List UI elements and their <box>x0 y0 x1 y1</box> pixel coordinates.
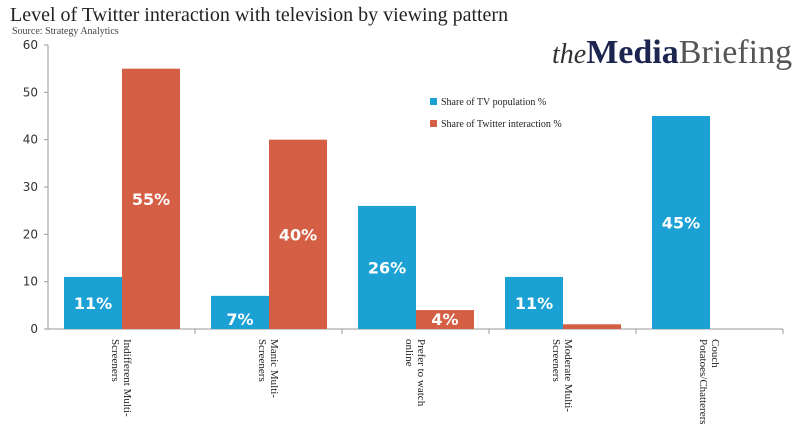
x-tick-label: CouchPotatoes/Chatterers <box>697 339 721 425</box>
y-tick-label: 40 <box>23 133 38 147</box>
bar-twitter <box>563 324 621 329</box>
data-label: 40% <box>279 225 317 244</box>
x-tick-label: Prefer to watchonline <box>403 339 427 407</box>
y-tick-label: 0 <box>30 322 38 336</box>
bar-twitter <box>269 139 327 329</box>
chart-title: Level of Twitter interaction with televi… <box>10 4 509 26</box>
y-tick-label: 50 <box>23 85 38 99</box>
legend-label: Share of Twitter interaction % <box>441 119 562 130</box>
y-tick-label: 20 <box>23 227 38 241</box>
y-tick-label: 30 <box>23 180 38 194</box>
data-label: 4% <box>431 310 458 329</box>
x-tick-label: Manic Multi-Screeners <box>256 339 280 398</box>
y-tick-label: 10 <box>23 275 38 289</box>
y-tick-label: 60 <box>23 38 38 52</box>
data-label: 55% <box>132 190 170 209</box>
bar-tv <box>211 295 269 329</box>
media-briefing-logo: theMediaBriefing <box>552 34 793 71</box>
chart-source: Source: Strategy Analytics <box>12 26 119 37</box>
x-tick-label: Moderate Multi-Screeners <box>550 339 574 412</box>
data-label: 11% <box>74 294 112 313</box>
bar-tv <box>64 276 122 329</box>
data-label: 45% <box>662 214 700 233</box>
bar-tv <box>505 276 563 329</box>
data-label: 7% <box>226 310 253 329</box>
data-label: 11% <box>515 294 553 313</box>
legend-label: Share of TV population % <box>441 97 546 108</box>
data-label: 26% <box>368 258 406 277</box>
bar-tv <box>652 116 710 329</box>
legend-swatch <box>430 98 437 105</box>
bar-twitter <box>122 68 180 330</box>
x-tick-label: Indifferent Multi-Screeners <box>109 339 133 417</box>
legend-swatch <box>430 120 437 127</box>
bar-twitter <box>416 310 474 329</box>
bar-tv <box>358 205 416 329</box>
